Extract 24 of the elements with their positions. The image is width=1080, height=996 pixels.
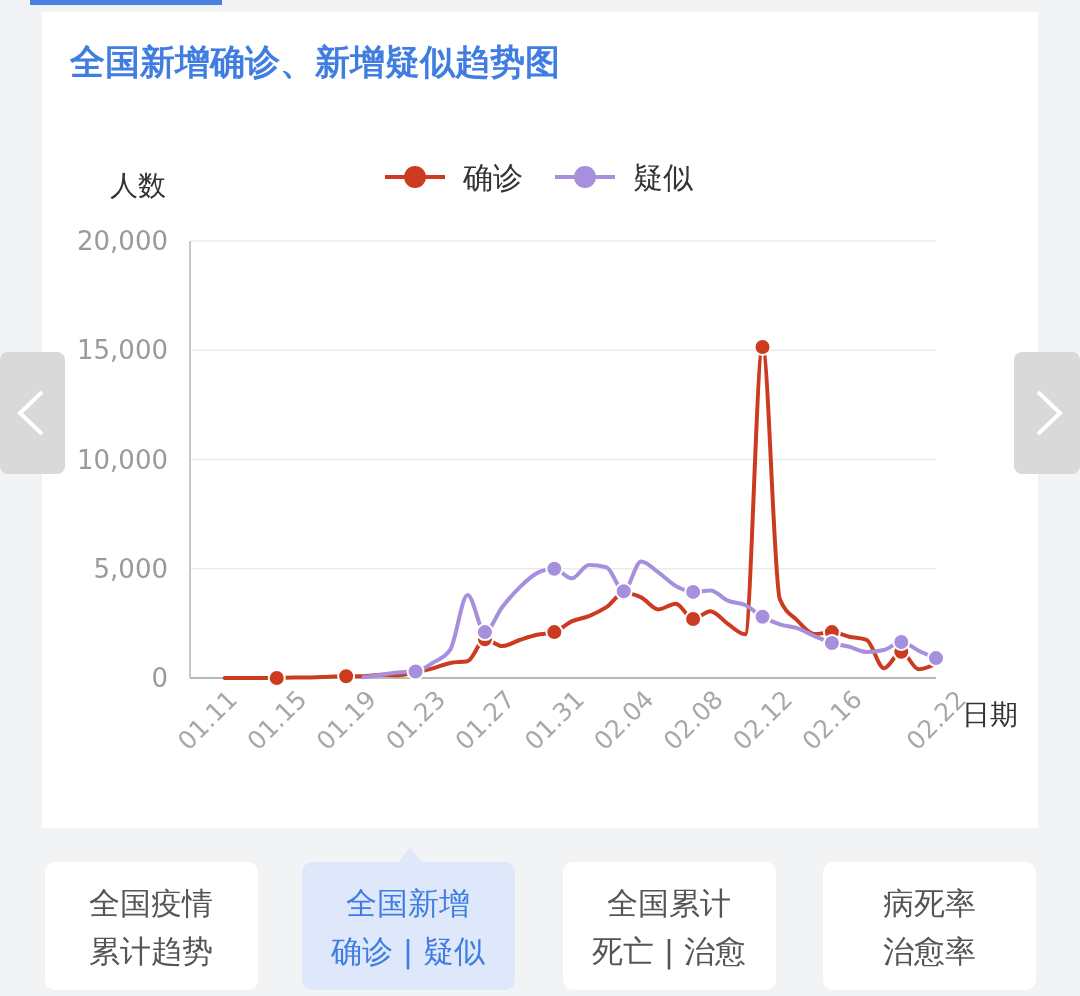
text: 确诊 | 疑似 <box>329 932 486 970</box>
point <box>267 669 286 687</box>
point <box>753 607 772 626</box>
point <box>337 667 356 686</box>
point <box>545 559 564 578</box>
text: 全国新增 <box>346 884 470 921</box>
legend-label: 疑似 <box>633 159 693 195</box>
text: 死亡 | 治愈 <box>591 932 747 970</box>
y-tick-label: 10,000 <box>77 444 168 475</box>
text: 全国累计 <box>607 884 731 921</box>
point <box>927 649 945 668</box>
text: 病死率 <box>882 884 976 921</box>
point <box>614 582 633 601</box>
y-tick-label: 0 <box>151 663 168 694</box>
y-tick-label: 5,000 <box>93 553 168 584</box>
chart-title: 全国新增确诊、新增疑似趋势图 <box>69 42 560 83</box>
text: 全国疫情 <box>89 884 213 921</box>
point <box>406 662 425 681</box>
text: 累计趋势 <box>89 932 213 969</box>
y-tick-label: 20,000 <box>77 226 168 257</box>
legend-label: 确诊 <box>462 159 523 195</box>
text: 治愈率 <box>882 932 976 969</box>
y-axis-title: 人数 <box>110 168 166 202</box>
y-tick-label: 15,000 <box>77 335 168 366</box>
